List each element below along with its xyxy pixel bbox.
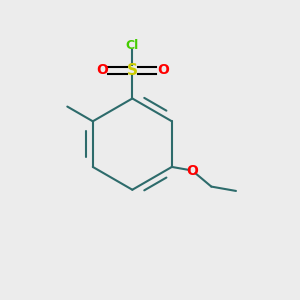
Text: O: O <box>96 64 108 77</box>
Text: Cl: Cl <box>126 39 139 52</box>
Text: S: S <box>127 63 138 78</box>
Text: O: O <box>186 164 198 178</box>
Text: O: O <box>157 64 169 77</box>
